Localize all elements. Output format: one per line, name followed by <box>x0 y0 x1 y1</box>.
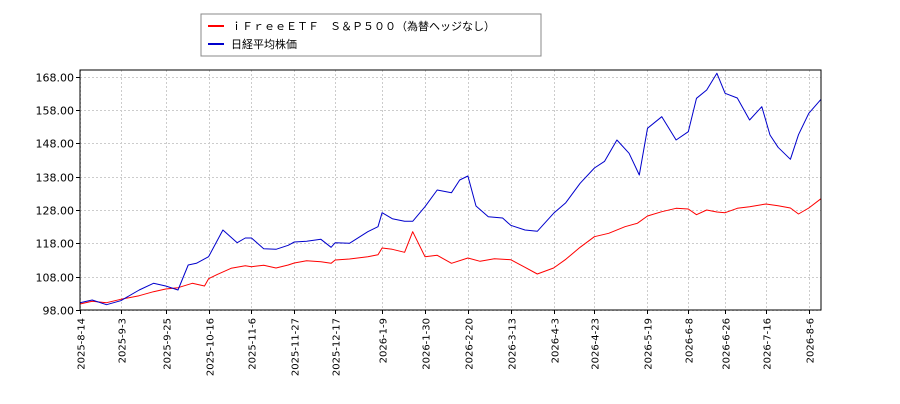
x-tick-label: 2026-6-8 <box>685 318 696 363</box>
x-tick-label: 2025-9-3 <box>118 318 129 363</box>
y-tick-label: 98.00 <box>43 305 75 318</box>
y-axis: 98.00 108.00 118.00 128.00 138.00 148.00 158.0… <box>36 72 80 318</box>
x-tick-label: 2026-8-6 <box>806 318 817 363</box>
plot-frame <box>79 69 822 311</box>
y-tick-label: 158.00 <box>36 105 75 118</box>
x-tick-label: 2025-12-17 <box>332 318 343 376</box>
y-tick-label: 168.00 <box>36 72 75 85</box>
x-tick-label: 2026-3-13 <box>508 318 519 370</box>
x-tick-label: 2025-11-27 <box>291 318 302 376</box>
y-tick-label: 108.00 <box>36 272 75 285</box>
x-tick-label: 2026-4-23 <box>591 318 602 370</box>
x-tick-label: 2025-10-16 <box>206 318 217 376</box>
y-tick-label: 118.00 <box>36 238 75 251</box>
series-line-1 <box>79 198 822 305</box>
plot-area <box>80 70 821 310</box>
series-line-2 <box>79 72 822 306</box>
grid <box>80 70 821 311</box>
legend-label-2: 日経平均株価 <box>231 37 297 51</box>
x-tick-label: 2026-6-26 <box>722 318 733 370</box>
legend-box <box>200 13 542 57</box>
x-tick-label: 2025-8-14 <box>77 318 88 370</box>
x-tick-label: 2025-9-25 <box>163 318 174 370</box>
y-tick-label: 128.00 <box>36 205 75 218</box>
y-tick-label: 138.00 <box>36 172 75 185</box>
x-tick-label: 2026-7-16 <box>763 318 774 370</box>
legend: ｉＦｒｅｅＥＴＦ Ｓ＆Ｐ５００（為替ヘッジなし） 日経平均株価 <box>200 13 542 57</box>
x-tick-label: 2026-4-3 <box>551 318 562 363</box>
x-tick-label: 2026-5-19 <box>644 318 655 370</box>
x-tick-label: 2026-1-9 <box>379 318 390 363</box>
x-tick-label: 2025-11-6 <box>248 318 259 370</box>
y-tick-label: 148.00 <box>36 138 75 151</box>
x-axis: 2025-8-14 2025-9-3 2025-9-25 2025-10-16 2025… <box>77 310 817 376</box>
x-tick-label: 2026-1-30 <box>422 318 433 370</box>
series-lines <box>79 72 822 306</box>
x-tick-label: 2026-2-20 <box>465 318 476 370</box>
legend-label-1: ｉＦｒｅｅＥＴＦ Ｓ＆Ｐ５００（為替ヘッジなし） <box>231 19 495 33</box>
